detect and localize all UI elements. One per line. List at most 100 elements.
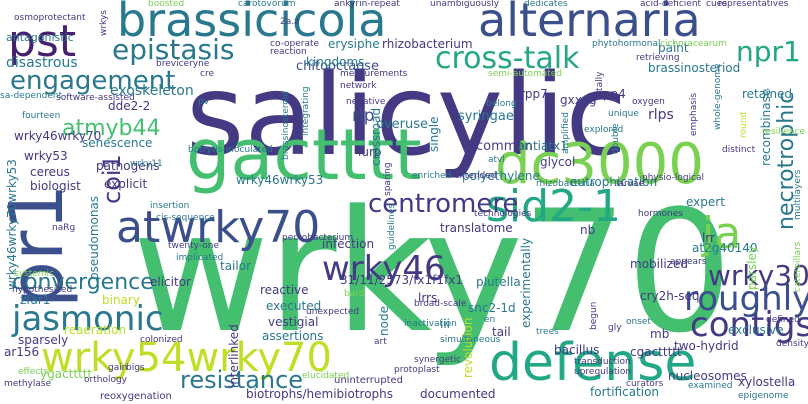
- word-colonized: colonized: [140, 335, 183, 345]
- word-pv: pv: [198, 97, 210, 107]
- word-orthology: orthology: [84, 375, 127, 385]
- word-round: round: [739, 111, 749, 138]
- word-protoplast: protoplast: [394, 365, 440, 375]
- word-biotrophs: biotrophs/hemibiotrophs: [246, 387, 394, 401]
- word-carotovorum: carotovorum: [238, 0, 296, 9]
- word-epistasis: epistasis: [112, 33, 235, 66]
- word-hormones: hormones: [638, 209, 683, 219]
- word-npr1: npr1: [736, 35, 801, 68]
- word-coi1: coi1: [98, 154, 126, 204]
- word-salicylic: salicylic: [186, 51, 627, 181]
- word-chitooctaose: chitooctaose: [296, 59, 379, 74]
- word-rlp: rlp: [352, 106, 375, 126]
- word-plutella: plutella: [476, 275, 521, 289]
- word-mb: mb: [650, 327, 670, 341]
- word-eutrophication: eutrophication: [570, 175, 658, 189]
- word-engagement: engagement: [10, 66, 176, 96]
- word-lrrs: lrrs: [418, 291, 438, 305]
- word-rpp7: rpp7: [520, 87, 548, 101]
- word-wrky70: wrky70: [132, 174, 733, 370]
- word-sparing: sparing: [383, 162, 393, 196]
- word-emphasis: emphasis: [689, 92, 699, 136]
- word-senescence: senescence: [82, 136, 153, 150]
- word-curators: curators: [626, 379, 664, 389]
- word-rpp4: rpp4: [598, 87, 626, 101]
- word-kingdoms: kingdoms: [306, 55, 365, 69]
- word-node: node: [377, 306, 391, 336]
- word-implicated: implicated: [176, 253, 224, 263]
- word-dc3000: dc3000: [495, 132, 704, 197]
- word-technologies: technologies: [474, 209, 532, 219]
- word-interlinked: interlinked: [227, 324, 241, 388]
- word-cichoracearum: cichoracearum: [660, 39, 727, 49]
- word-binary: binary: [102, 293, 140, 307]
- word-iii: iii: [440, 317, 451, 331]
- word-hypothesized: hypothesized: [12, 285, 73, 295]
- word-bard: bard: [344, 289, 365, 299]
- word-executed: executed: [266, 299, 322, 313]
- word-elicitor: elicitor: [150, 275, 191, 289]
- word-software-assisted: software-assisted: [56, 93, 135, 103]
- word-31-11-2573: 31/11/2573/fx1f1fx1: [340, 273, 463, 287]
- word-amplified: amplified: [561, 112, 571, 154]
- word-ja: ja: [702, 208, 742, 259]
- word-roughly: roughly: [684, 279, 808, 319]
- word-retrieving: retrieving: [636, 53, 680, 63]
- word-convergence: convergence: [12, 270, 154, 295]
- word-antiatx1: antiatx1: [518, 139, 568, 153]
- word-reoxygenation: reoxygenation: [100, 391, 172, 402]
- word-uninterrupted: uninterrupted: [334, 375, 404, 386]
- word-larvae: larvae: [616, 179, 645, 189]
- word-multilayers: multilayers: [793, 169, 803, 220]
- word-antagonistic: antagonistic: [6, 31, 74, 44]
- word-defined: defined: [766, 315, 800, 325]
- word-osmoprotectant: osmoprotectant: [14, 13, 86, 23]
- word-brassinosteriod: brassinosteriod: [648, 61, 741, 75]
- word-cereus: cereus: [30, 165, 70, 179]
- word-cross-talk: cross-talk: [435, 41, 580, 76]
- word-wrky30: wrky30: [708, 259, 808, 292]
- word-translatome: translatome: [440, 221, 513, 235]
- word-co-operate: co-operate: [270, 39, 320, 49]
- word-breviceryne: breviceryne: [156, 59, 210, 69]
- word-vestigial: vestigial: [268, 315, 319, 329]
- word-two-hydrid: two-hydrid: [674, 339, 739, 353]
- word-rhizobacterium: rhizobacterium: [382, 37, 473, 51]
- word-wrky46: wrky46: [322, 249, 446, 289]
- word-overuse: overuse: [376, 117, 428, 132]
- word-density: density: [776, 339, 808, 349]
- word-methylase: methylase: [4, 379, 52, 389]
- word-polyethylene: polyethylene: [462, 169, 540, 183]
- word-resistance: resistance: [180, 366, 304, 394]
- word-cre: cre: [200, 69, 214, 79]
- word-nb: nb: [580, 223, 596, 237]
- word-2a-z: 2a.z: [280, 17, 299, 27]
- word-bacillus: bacillus: [554, 343, 600, 357]
- word-insertion: insertion: [150, 201, 190, 211]
- word-reactive: reactive: [260, 283, 309, 297]
- word-fortification: fortification: [590, 385, 660, 399]
- word-belong: belong: [486, 99, 517, 109]
- word-synergetic: synergetic: [414, 355, 462, 365]
- word-brassicicola: brassicicola: [117, 0, 387, 47]
- word-exclusive: exclusive: [728, 323, 784, 337]
- word-ygacttttt: ygacttttt: [40, 367, 93, 381]
- word-rlps: rlps: [648, 107, 674, 123]
- word-enriched: enriched: [412, 171, 452, 181]
- word-zfar1: zfar1: [20, 293, 51, 307]
- word-nucleosomes: nucleosomes: [668, 369, 747, 383]
- word-wrkys: wrkys: [99, 10, 109, 36]
- word-mobilized: mobilized: [630, 257, 688, 271]
- word-xylostella: xylostella: [738, 375, 796, 389]
- word-dde2-2: dde2-2: [108, 99, 151, 113]
- word-onset: onset: [626, 317, 651, 327]
- word-effects: effects: [18, 367, 49, 377]
- word-glycol: glycol: [540, 155, 576, 169]
- word-pseudomonas: pseudomonas: [87, 195, 101, 280]
- word-appears: appears: [670, 257, 707, 267]
- word-acid-deficient: acid-deficient: [640, 0, 702, 9]
- word-caterpillars: caterpillars: [793, 241, 803, 292]
- word-brassinosteroid: brassinosteroid: [281, 91, 291, 160]
- word-oxygen: oxygen: [632, 97, 665, 107]
- word-pst: pst: [8, 16, 77, 67]
